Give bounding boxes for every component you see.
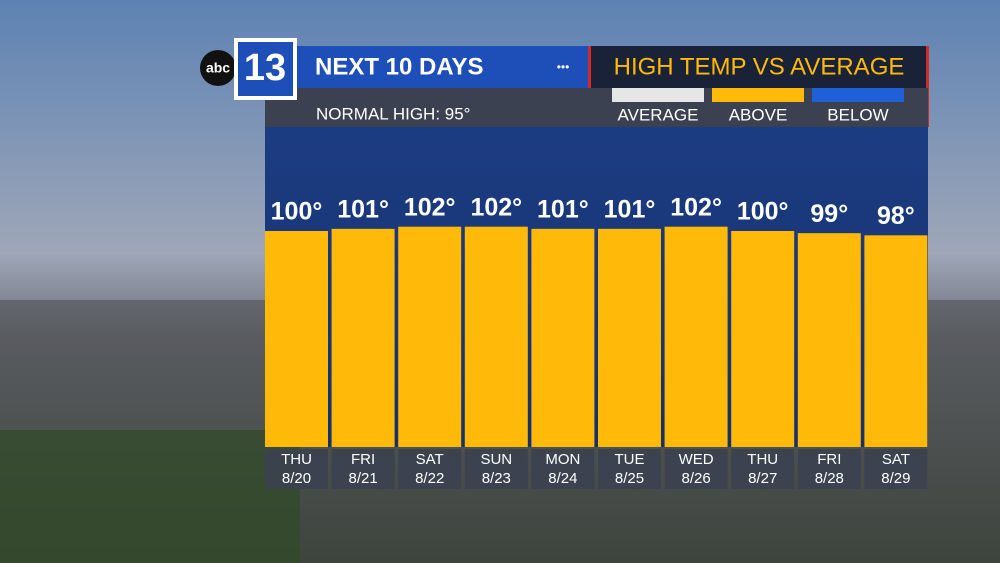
- logo-inner: [238, 42, 293, 96]
- dots: •••: [557, 60, 570, 74]
- x-tick-label: TUE: [615, 451, 645, 468]
- divider: [588, 46, 591, 88]
- legend-label: ABOVE: [729, 105, 788, 124]
- x-tick-label: MON: [545, 451, 580, 468]
- x-tick-date: 8/27: [748, 470, 777, 487]
- x-tick-label: SAT: [416, 451, 444, 468]
- date-box: [398, 449, 462, 489]
- value-label: 99°: [810, 200, 848, 228]
- value-label: 102°: [670, 193, 722, 221]
- x-tick-label: FRI: [817, 451, 841, 468]
- divider: [926, 46, 929, 127]
- bar: [531, 228, 595, 447]
- value-label: 102°: [404, 193, 456, 221]
- bar: [797, 233, 861, 447]
- x-tick-date: 8/23: [482, 470, 511, 487]
- x-tick-date: 8/26: [681, 470, 710, 487]
- bar: [598, 228, 661, 447]
- x-tick-date: 8/28: [815, 470, 844, 487]
- date-box: [531, 449, 595, 489]
- value-label: 100°: [271, 198, 323, 226]
- x-tick-label: THU: [747, 451, 778, 468]
- value-label: 101°: [604, 195, 656, 223]
- bar: [265, 231, 328, 447]
- date-box: [598, 449, 661, 489]
- x-tick-date: 8/29: [881, 470, 910, 487]
- title: NEXT 10 DAYS: [315, 53, 484, 80]
- bar: [864, 235, 928, 447]
- x-tick-date: 8/24: [548, 470, 577, 487]
- legend-swatch: [812, 88, 904, 102]
- legend-swatch: [612, 88, 704, 102]
- logo-channel: 13: [244, 47, 286, 89]
- value-label: 101°: [537, 195, 589, 223]
- date-box: [864, 449, 928, 489]
- value-label: 100°: [737, 198, 789, 226]
- x-tick-date: 8/22: [415, 470, 444, 487]
- date-box: [797, 449, 861, 489]
- x-tick-label: SAT: [882, 451, 910, 468]
- date-box: [265, 449, 328, 489]
- bar: [664, 226, 728, 447]
- legend-label: AVERAGE: [618, 105, 699, 124]
- x-tick-label: SUN: [480, 451, 512, 468]
- x-tick-label: FRI: [351, 451, 375, 468]
- bar: [331, 228, 395, 447]
- legend-label: BELOW: [827, 105, 888, 124]
- subtitle: HIGH TEMP VS AVERAGE: [614, 53, 905, 80]
- value-label: 102°: [470, 193, 522, 221]
- bar: [398, 226, 462, 447]
- subtitle-box: [590, 46, 928, 88]
- x-tick-label: THU: [281, 451, 312, 468]
- normal-high: NORMAL HIGH: 95°: [316, 104, 470, 123]
- logo-station: abc: [206, 60, 230, 76]
- date-box: [331, 449, 395, 489]
- value-label: 101°: [337, 195, 389, 223]
- legend-swatch: [712, 88, 804, 102]
- date-box: [731, 449, 795, 489]
- value-label: 98°: [877, 202, 915, 230]
- park: [0, 430, 300, 563]
- x-tick-label: WED: [679, 451, 714, 468]
- bar: [731, 231, 795, 447]
- date-box: [664, 449, 728, 489]
- x-tick-date: 8/25: [615, 470, 644, 487]
- x-tick-date: 8/20: [282, 470, 311, 487]
- logo-circle: [200, 50, 236, 86]
- bar: [464, 226, 528, 447]
- date-box: [464, 449, 528, 489]
- x-tick-date: 8/21: [348, 470, 377, 487]
